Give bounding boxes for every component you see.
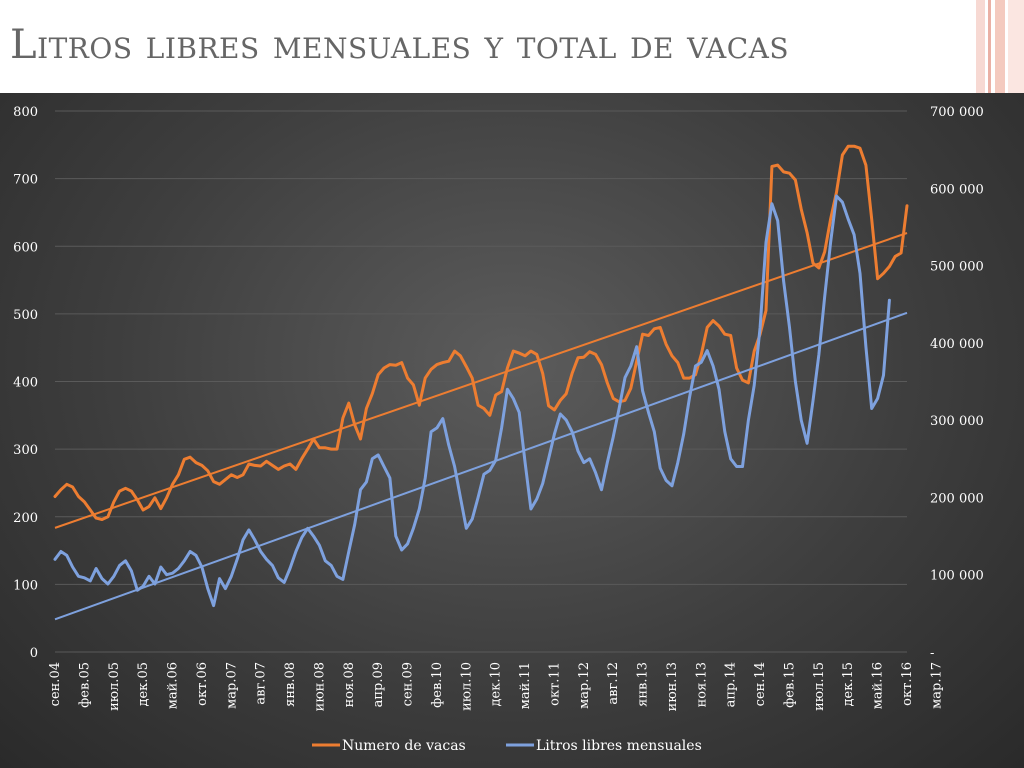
x-tick-label: янв.13 [636,662,651,707]
y-left-tick-label: 500 [13,308,38,323]
x-tick-label: дек.05 [136,662,151,707]
y-left-tick-label: 800 [13,105,38,120]
x-tick-label: авг.12 [606,662,621,705]
x-tick-label: дек.10 [489,662,504,707]
x-tick-label: июл.15 [812,662,827,711]
legend-label-liters: Litros libres mensuales [536,738,702,754]
x-tick-label: июл.10 [459,662,474,711]
line-chart: 0 100 200 300 400 500 600 700 800 - 100 000 200 000… [13,105,984,754]
y-left-tick-label: 400 [13,376,38,391]
y-left-tick-label: 0 [30,646,38,661]
liters-trendline [54,311,908,621]
x-tick-label: окт.11 [547,662,562,706]
decor-stripe [995,0,1005,95]
y-right-tick-label: 500 000 [930,260,984,275]
x-tick-label: окт.16 [900,662,915,706]
x-tick-label: авг.07 [254,662,269,705]
x-tick-label: ноя.08 [342,662,357,707]
x-tick-label: сен.09 [401,662,416,706]
y-left-tick-label: 700 [13,173,38,188]
x-tick-label: май.11 [518,662,533,709]
y-left-tick-label: 300 [13,443,38,458]
x-tick-label: июн.08 [312,662,327,711]
x-tick-label: янв.08 [283,662,298,707]
x-tick-label: май.06 [166,662,181,709]
x-tick-label: июл.05 [107,662,122,711]
x-tick-label: фев.05 [77,662,92,708]
legend-label-cows: Numero de vacas [342,738,466,754]
decor-stripe [976,0,985,95]
y-right-tick-label: 700 000 [930,105,984,120]
x-tick-label: мар.17 [929,662,944,709]
decor-stripe [988,0,991,95]
x-tick-label: апр.14 [724,662,739,707]
x-tick-label: дек.15 [841,662,856,707]
x-tick-label: сен.04 [48,662,63,706]
y-left-tick-label: 200 [13,511,38,526]
chart-panel: 0 100 200 300 400 500 600 700 800 - 100 000 200 000… [0,93,1024,768]
x-tick-label: май.16 [871,662,886,709]
x-tick-label: мар.07 [224,662,239,709]
y-left-tick-label: 100 [13,578,38,593]
x-tick-label: ноя.13 [694,662,709,707]
x-tick-label: апр.09 [371,662,386,707]
decor-stripe [1008,0,1024,95]
x-tick-label: мар.12 [577,662,592,709]
x-tick-label: окт.06 [195,662,210,706]
x-tick-label: июн.13 [665,662,680,711]
x-tick-label: фев.10 [430,662,445,708]
slide-title: Litros libres mensuales y total de vacas [10,22,790,68]
y-right-tick-label: 100 000 [930,569,984,584]
y-right-tick-label: 300 000 [930,414,984,429]
y-right-tick-label: 200 000 [930,491,984,506]
y-right-tick-label: - [930,646,934,661]
y-left-tick-label: 600 [13,240,38,255]
cows-trendline [54,232,908,529]
x-tick-label: фев.15 [782,662,797,708]
cows-series-line [53,144,909,521]
liters-series-line [53,194,891,608]
x-tick-label: сен.14 [753,662,768,706]
y-right-tick-label: 400 000 [930,337,984,352]
y-right-tick-label: 600 000 [930,182,984,197]
